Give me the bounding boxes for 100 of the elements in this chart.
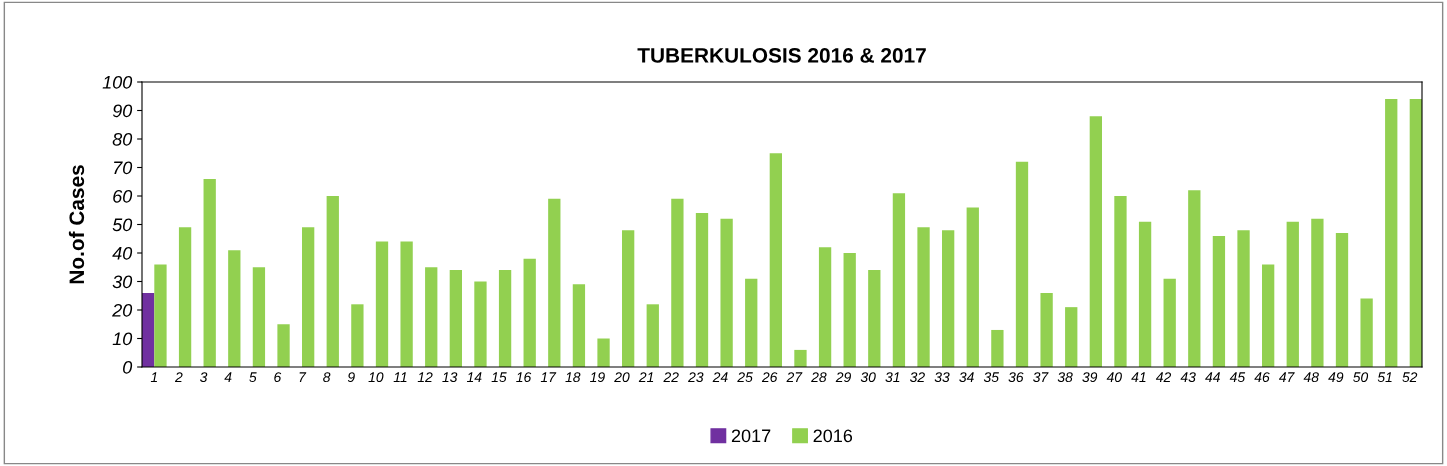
bar bbox=[1188, 190, 1201, 367]
bar bbox=[1040, 292, 1053, 367]
x-tick-label: 33 bbox=[934, 372, 950, 383]
bar bbox=[843, 253, 856, 367]
x-tick-label: 50 bbox=[1353, 372, 1369, 383]
bar bbox=[449, 270, 462, 367]
x-tick-label: 20 bbox=[614, 372, 630, 383]
bar bbox=[1360, 298, 1373, 367]
x-tick-label: 40 bbox=[1106, 372, 1122, 383]
legend-label: 2017 bbox=[731, 429, 771, 443]
bar bbox=[1237, 230, 1250, 367]
bar bbox=[203, 178, 216, 367]
x-tick-label: 12 bbox=[417, 372, 433, 382]
x-tick-label: 6 bbox=[274, 372, 282, 383]
x-tick-label: 43 bbox=[1180, 372, 1196, 383]
y-tick-label: 60 bbox=[113, 189, 133, 203]
x-tick-label: 21 bbox=[638, 372, 654, 382]
bar bbox=[695, 213, 709, 367]
bar bbox=[1286, 221, 1299, 367]
y-tick-label: 80 bbox=[112, 132, 133, 146]
bar bbox=[400, 241, 413, 367]
bar bbox=[474, 281, 487, 367]
x-tick-label: 23 bbox=[688, 372, 704, 383]
y-tick-label: 30 bbox=[112, 275, 133, 289]
x-tick-label: 22 bbox=[663, 372, 679, 382]
x-tick-label: 47 bbox=[1278, 372, 1295, 382]
chart-title: TUBERKULOSIS 2016 & 2017 bbox=[637, 48, 926, 63]
bar bbox=[917, 227, 930, 367]
bar bbox=[375, 241, 389, 367]
bar bbox=[942, 230, 955, 367]
bar bbox=[1335, 233, 1349, 367]
bar bbox=[991, 329, 1004, 367]
x-tick-label: 18 bbox=[565, 372, 581, 383]
x-tick-label: 30 bbox=[860, 372, 876, 383]
legend-label: 2016 bbox=[813, 429, 853, 443]
bar bbox=[1311, 218, 1324, 367]
x-tick-label: 2 bbox=[174, 372, 183, 382]
bar bbox=[523, 258, 536, 367]
x-tick-label: 8 bbox=[323, 372, 331, 383]
y-tick-label: 10 bbox=[112, 332, 133, 346]
bar bbox=[671, 198, 684, 367]
x-tick-label: 26 bbox=[761, 372, 778, 383]
x-tick-label: 28 bbox=[811, 372, 827, 383]
bar bbox=[1089, 116, 1102, 367]
bar bbox=[892, 193, 906, 367]
bar bbox=[1163, 278, 1176, 367]
x-tick-label: 37 bbox=[1033, 372, 1049, 383]
bar bbox=[178, 227, 192, 367]
y-tick-label: 40 bbox=[112, 246, 133, 260]
x-tick-label: 41 bbox=[1131, 372, 1146, 382]
x-tick-label: 36 bbox=[1008, 372, 1024, 383]
y-axis-title: No.of Cases bbox=[68, 165, 85, 284]
y-tick-label: 90 bbox=[112, 104, 133, 118]
x-tick-label: 35 bbox=[983, 372, 999, 383]
x-tick-label: 31 bbox=[885, 372, 900, 383]
bar bbox=[868, 270, 881, 367]
x-tick-label: 4 bbox=[224, 372, 232, 382]
bar bbox=[1262, 264, 1275, 367]
x-tick-label: 29 bbox=[835, 372, 851, 383]
bar bbox=[1114, 196, 1127, 367]
x-tick-label: 9 bbox=[347, 372, 355, 383]
bar bbox=[1015, 161, 1029, 367]
x-tick-label: 19 bbox=[590, 372, 605, 383]
bar bbox=[745, 278, 758, 367]
bar bbox=[769, 153, 782, 367]
bar bbox=[720, 218, 733, 367]
x-tick-label: 46 bbox=[1254, 372, 1270, 383]
x-tick-label: 17 bbox=[540, 372, 557, 382]
x-tick-label: 45 bbox=[1229, 372, 1246, 383]
y-tick-label: 100 bbox=[102, 75, 133, 89]
bar bbox=[966, 207, 979, 367]
x-tick-label: 44 bbox=[1205, 372, 1220, 382]
x-tick-label: 14 bbox=[466, 372, 482, 382]
x-tick-label: 7 bbox=[299, 372, 307, 382]
y-tick-label: 70 bbox=[114, 161, 133, 175]
x-tick-label: 24 bbox=[712, 372, 728, 382]
x-tick-label: 39 bbox=[1082, 372, 1098, 383]
x-tick-label: 42 bbox=[1155, 372, 1172, 382]
bar bbox=[425, 267, 438, 367]
x-tick-label: 38 bbox=[1057, 372, 1073, 383]
bar bbox=[498, 270, 512, 367]
bar bbox=[1065, 307, 1078, 367]
bar bbox=[228, 250, 241, 367]
x-tick-label: 1 bbox=[150, 372, 157, 382]
bar bbox=[548, 198, 561, 367]
x-tick-label: 27 bbox=[786, 372, 803, 382]
bar bbox=[277, 324, 290, 367]
bar bbox=[1138, 221, 1152, 367]
x-tick-label: 32 bbox=[909, 372, 925, 383]
x-tick-label: 52 bbox=[1402, 372, 1418, 383]
x-tick-label: 25 bbox=[737, 372, 753, 383]
bar bbox=[1212, 235, 1226, 367]
bar bbox=[572, 284, 586, 367]
bar bbox=[1385, 99, 1398, 367]
y-tick-label: 20 bbox=[112, 303, 133, 317]
x-tick-label: 13 bbox=[442, 372, 458, 383]
x-tick-label: 51 bbox=[1377, 372, 1392, 383]
bar bbox=[622, 230, 635, 367]
bar bbox=[326, 196, 339, 367]
x-tick-label: 34 bbox=[959, 372, 974, 383]
